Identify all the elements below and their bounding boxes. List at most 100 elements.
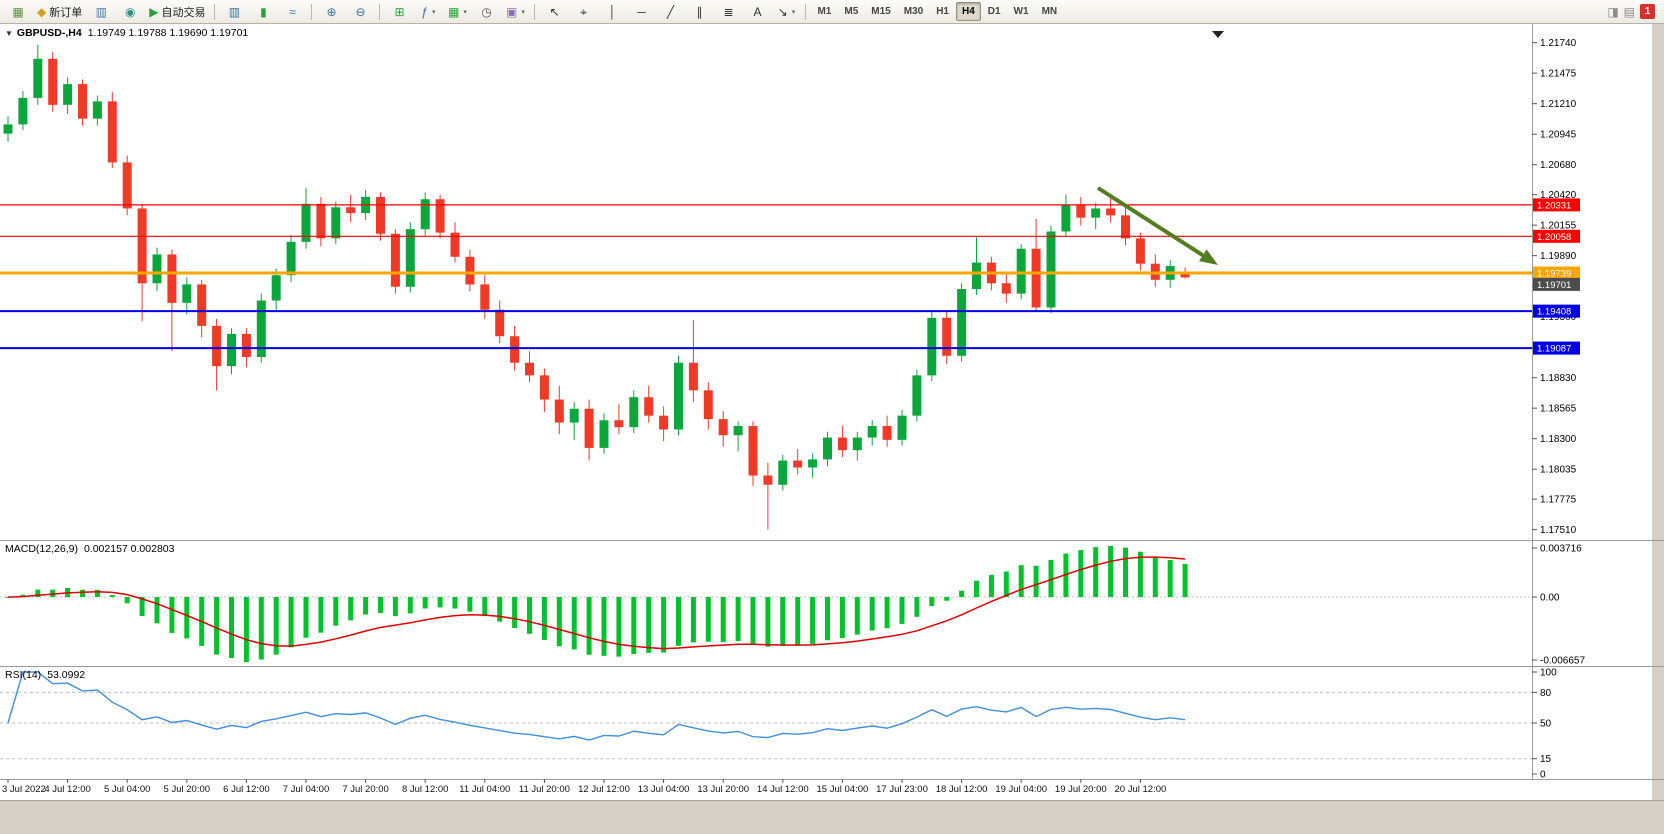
svg-text:1.20058: 1.20058 bbox=[1537, 232, 1571, 243]
snapshot-button[interactable]: ▣ ▾ bbox=[501, 1, 529, 23]
timeframe-mn-button[interactable]: MN bbox=[1041, 6, 1058, 17]
new-order-button[interactable]: ◆ 新订单 bbox=[33, 1, 86, 23]
svg-text:1.18035: 1.18035 bbox=[1540, 465, 1577, 476]
timeframe-m5-button[interactable]: M5 bbox=[844, 6, 859, 17]
dropdown-arrow-icon: ▾ bbox=[463, 8, 467, 16]
svg-text:0.00: 0.00 bbox=[1540, 593, 1560, 604]
terminal-icon-button[interactable]: ▦ bbox=[4, 1, 32, 23]
svg-text:5 Jul 04:00: 5 Jul 04:00 bbox=[104, 784, 150, 795]
svg-text:14 Jul 12:00: 14 Jul 12:00 bbox=[757, 784, 809, 795]
svg-text:7 Jul 04:00: 7 Jul 04:00 bbox=[283, 784, 329, 795]
vertical-line-icon: │ bbox=[608, 4, 617, 19]
indicators-icon: ƒ bbox=[421, 4, 429, 19]
horizontal-line-icon: ─ bbox=[637, 4, 646, 19]
toolbar-separator bbox=[379, 3, 381, 20]
crosshair-button[interactable]: ⌖ bbox=[569, 1, 597, 23]
line-chart-button[interactable]: ≈ bbox=[278, 1, 306, 23]
toolbar-left: ▦ ◆ 新订单 ▥ ◉ ▶ 自动交易 ▥ ▮ ≈ ⊕ ⊖ ⊞ ƒ ▾ ▦ ▾ ◷ ▣ ▾ ↖ ⌖ │ ─ ╱ ∥ ≣ A ↘ ▾ M1 M5 M… bbox=[4, 1, 1063, 23]
new-order-icon: ◆ bbox=[37, 4, 47, 19]
zoom-in-button[interactable]: ⊕ bbox=[317, 1, 345, 23]
toolbar-separator bbox=[214, 3, 216, 20]
timeframe-m15-button[interactable]: M15 bbox=[871, 6, 891, 17]
svg-text:1.17775: 1.17775 bbox=[1540, 495, 1577, 506]
svg-text:7 Jul 20:00: 7 Jul 20:00 bbox=[342, 784, 388, 795]
zoom-in-icon: ⊕ bbox=[326, 4, 337, 19]
svg-text:1.20331: 1.20331 bbox=[1537, 200, 1571, 211]
timeframe-h4-button[interactable]: H4 bbox=[955, 2, 981, 21]
dropdown-arrow-icon: ▾ bbox=[521, 8, 525, 16]
svg-text:1.18300: 1.18300 bbox=[1540, 434, 1577, 445]
news-icon[interactable]: ▤ bbox=[1623, 4, 1635, 19]
svg-text:18 Jul 12:00: 18 Jul 12:00 bbox=[936, 784, 988, 795]
notification-badge[interactable]: 1 bbox=[1640, 4, 1655, 19]
market-depth-button[interactable]: ▥ bbox=[87, 1, 115, 23]
clock-button[interactable]: ◷ bbox=[472, 1, 500, 23]
svg-text:8 Jul 12:00: 8 Jul 12:00 bbox=[402, 784, 448, 795]
fibonacci-icon: ≣ bbox=[723, 4, 734, 19]
tile-windows-icon: ⊞ bbox=[394, 4, 405, 19]
price-tags: 1.20331 1.20058 1.19739 1.19408 1.19087 1.197… bbox=[1533, 198, 1580, 355]
trend-arrow[interactable] bbox=[1096, 186, 1218, 265]
candlestick-chart-icon: ▮ bbox=[260, 4, 267, 19]
ohlc-bars-icon: ▥ bbox=[228, 4, 241, 19]
timeframe-w1-button[interactable]: W1 bbox=[1013, 6, 1029, 17]
new-chart-button[interactable]: ▦ ▾ bbox=[443, 1, 471, 23]
svg-text:1.19408: 1.19408 bbox=[1537, 307, 1571, 318]
channel-icon: ∥ bbox=[696, 4, 703, 19]
svg-text:1.20945: 1.20945 bbox=[1540, 130, 1577, 141]
timeframe-m30-button[interactable]: M30 bbox=[903, 6, 924, 17]
svg-text:1.19739: 1.19739 bbox=[1537, 269, 1571, 280]
horizontal-line-button[interactable]: ─ bbox=[627, 1, 655, 23]
cursor-button[interactable]: ↖ bbox=[540, 1, 568, 23]
timeframe-h1-button[interactable]: H1 bbox=[936, 6, 949, 17]
svg-text:19 Jul 20:00: 19 Jul 20:00 bbox=[1055, 784, 1107, 795]
market-depth-icon: ▥ bbox=[95, 4, 107, 19]
chart-shift-marker[interactable] bbox=[1212, 31, 1224, 38]
indicators-button[interactable]: ƒ ▾ bbox=[414, 1, 442, 23]
svg-text:1.18565: 1.18565 bbox=[1540, 404, 1577, 415]
auto-trading-button[interactable]: ▶ 自动交易 bbox=[145, 1, 209, 23]
toolbar: ▦ ◆ 新订单 ▥ ◉ ▶ 自动交易 ▥ ▮ ≈ ⊕ ⊖ ⊞ ƒ ▾ ▦ ▾ ◷ ▣ ▾ ↖ ⌖ │ ─ ╱ ∥ ≣ A ↘ ▾ M1 M5 M… bbox=[0, 0, 1664, 24]
svg-text:1.20155: 1.20155 bbox=[1540, 221, 1577, 232]
rsi-axis: 100 80 50 15 0 bbox=[1532, 668, 1557, 781]
ohlc-bars-button[interactable]: ▥ bbox=[220, 1, 248, 23]
crosshair-icon: ⌖ bbox=[580, 4, 587, 19]
timeframe-d1-button[interactable]: D1 bbox=[987, 6, 1001, 17]
web-terminal-button[interactable]: ◉ bbox=[116, 1, 144, 23]
candlestick-chart-button[interactable]: ▮ bbox=[249, 1, 277, 23]
toolbar-separator bbox=[534, 3, 536, 20]
line-chart-icon: ≈ bbox=[289, 4, 296, 19]
sound-icon[interactable]: ◨ bbox=[1607, 4, 1619, 19]
tile-windows-button[interactable]: ⊞ bbox=[385, 1, 413, 23]
chart-window: 1.21740 1.21475 1.21210 1.20945 1.20680 1.204… bbox=[0, 24, 1664, 800]
arrows-button[interactable]: ↘ ▾ bbox=[772, 1, 800, 23]
zoom-out-button[interactable]: ⊖ bbox=[346, 1, 374, 23]
svg-text:17 Jul 23:00: 17 Jul 23:00 bbox=[876, 784, 928, 795]
svg-text:1.19890: 1.19890 bbox=[1540, 251, 1577, 262]
vertical-line-button[interactable]: │ bbox=[598, 1, 626, 23]
window-frame-right bbox=[1652, 24, 1664, 800]
svg-text:1.19360: 1.19360 bbox=[1540, 312, 1577, 323]
svg-text:0.003716: 0.003716 bbox=[1540, 544, 1582, 555]
zoom-out-icon: ⊖ bbox=[355, 4, 366, 19]
arrows-icon: ↘ bbox=[777, 4, 788, 19]
svg-text:12 Jul 12:00: 12 Jul 12:00 bbox=[578, 784, 630, 795]
svg-text:4 Jul 12:00: 4 Jul 12:00 bbox=[44, 784, 90, 795]
text-icon: A bbox=[753, 4, 762, 19]
svg-text:13 Jul 20:00: 13 Jul 20:00 bbox=[697, 784, 749, 795]
text-button[interactable]: A bbox=[743, 1, 771, 23]
svg-text:5 Jul 20:00: 5 Jul 20:00 bbox=[164, 784, 210, 795]
svg-text:0: 0 bbox=[1540, 770, 1546, 781]
fibonacci-button[interactable]: ≣ bbox=[714, 1, 742, 23]
svg-text:1.20420: 1.20420 bbox=[1540, 190, 1577, 201]
channel-button[interactable]: ∥ bbox=[685, 1, 713, 23]
svg-text:19 Jul 04:00: 19 Jul 04:00 bbox=[995, 784, 1047, 795]
timeframe-m1-button[interactable]: M1 bbox=[817, 6, 832, 17]
trendline-button[interactable]: ╱ bbox=[656, 1, 684, 23]
rsi-indicator bbox=[0, 671, 1532, 760]
svg-text:1.21740: 1.21740 bbox=[1540, 38, 1577, 49]
macd-axis: 0.003716 0.00 -0.006657 bbox=[1532, 544, 1585, 667]
chart-menu-icon[interactable]: ▼ bbox=[5, 29, 13, 38]
auto-trading-icon: ▶ bbox=[149, 4, 159, 19]
